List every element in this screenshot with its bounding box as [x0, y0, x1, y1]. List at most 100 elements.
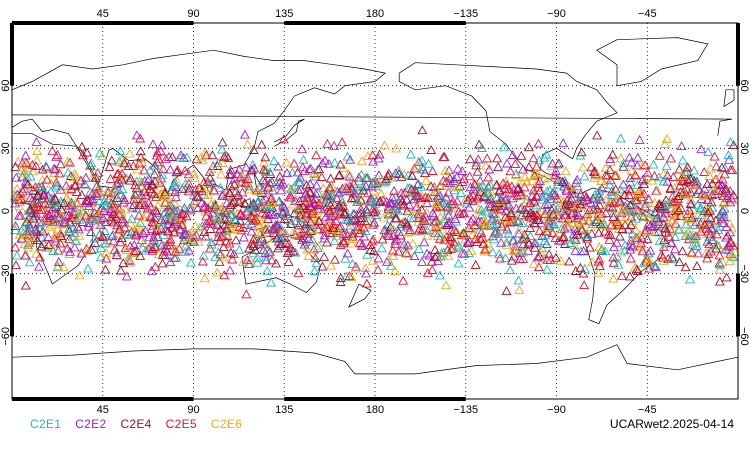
observation-triangle: [317, 158, 328, 168]
observation-triangle: [472, 166, 483, 176]
observation-triangle: [166, 193, 177, 203]
observation-triangle: [89, 215, 100, 225]
observation-triangle: [305, 226, 316, 235]
observation-triangle: [643, 194, 654, 204]
observation-triangle: [540, 191, 551, 201]
observation-triangle: [191, 230, 202, 240]
lon-tick-label-bottom: 45: [97, 404, 109, 416]
observation-triangle: [593, 227, 604, 237]
observation-triangle: [51, 151, 62, 161]
observation-triangle: [474, 139, 485, 149]
observation-triangle: [74, 230, 85, 240]
observation-triangle: [499, 142, 509, 152]
observation-triangle: [271, 258, 281, 268]
observation-triangle: [249, 235, 260, 245]
observation-triangle: [620, 240, 631, 250]
observation-triangle: [491, 211, 502, 221]
observation-triangle: [86, 196, 97, 206]
observation-triangle: [669, 244, 680, 254]
observation-triangle: [348, 178, 359, 188]
observation-triangle: [393, 165, 404, 175]
observation-triangle: [137, 157, 147, 167]
observation-triangle: [85, 227, 96, 236]
observation-triangle: [475, 234, 486, 244]
observation-triangle: [43, 240, 54, 249]
observation-triangle: [398, 188, 409, 198]
observation-triangle: [618, 161, 629, 171]
lon-tick-label-top: 135: [275, 8, 293, 20]
observation-triangle: [631, 264, 642, 274]
observation-triangle: [473, 154, 484, 164]
observation-triangle: [41, 162, 52, 172]
lon-tick-label-bottom: 135: [275, 404, 293, 416]
observation-triangle: [55, 159, 66, 169]
observation-triangle: [611, 237, 622, 247]
observation-triangle: [444, 235, 455, 245]
observation-triangle: [68, 206, 79, 216]
observation-triangle: [212, 267, 223, 277]
observation-triangle: [243, 173, 253, 183]
observation-triangle: [632, 187, 643, 197]
observation-triangle: [608, 273, 619, 283]
observation-triangle: [346, 193, 357, 203]
observation-triangle: [451, 172, 462, 181]
observation-triangle: [96, 242, 107, 252]
observation-triangle: [555, 255, 566, 265]
observation-triangle: [470, 259, 481, 269]
observation-triangle: [71, 236, 82, 246]
observation-triangle: [304, 164, 315, 174]
observation-triangle: [300, 194, 311, 204]
observation-triangle: [36, 232, 47, 242]
observation-triangle: [141, 209, 152, 219]
observation-triangle: [361, 268, 371, 278]
observation-triangle: [471, 193, 482, 203]
observation-triangle: [354, 172, 364, 182]
observation-triangle: [702, 179, 713, 189]
lon-tick-label-top: 90: [187, 8, 199, 20]
observation-triangle: [83, 195, 94, 205]
observation-triangle: [420, 211, 431, 221]
observation-triangle: [484, 164, 495, 174]
observation-triangle: [115, 146, 126, 156]
observation-triangle: [498, 200, 509, 210]
observation-triangle: [207, 150, 218, 160]
observation-triangle: [624, 183, 635, 193]
observation-triangle: [358, 182, 369, 192]
observation-triangle: [531, 190, 542, 200]
observation-triangle: [90, 172, 101, 182]
observation-triangle: [485, 180, 496, 190]
observation-triangle: [491, 179, 502, 189]
observation-triangle: [300, 189, 311, 199]
observation-triangle: [50, 164, 61, 174]
observation-triangle: [79, 178, 90, 188]
observation-triangle: [665, 183, 676, 193]
observation-triangle: [512, 215, 522, 225]
observation-triangle: [471, 160, 482, 170]
observation-triangle: [405, 149, 416, 159]
observation-triangle: [427, 189, 438, 199]
observation-triangle: [344, 271, 355, 281]
observation-triangle: [375, 173, 386, 183]
observation-triangle: [674, 164, 685, 174]
observation-triangle: [157, 220, 168, 230]
observation-triangle: [87, 193, 98, 203]
observation-triangle: [505, 166, 516, 176]
observation-triangle: [10, 225, 21, 235]
observation-triangle: [114, 156, 125, 166]
observation-triangle: [627, 198, 638, 208]
observation-triangle: [359, 222, 369, 232]
observation-triangle: [36, 204, 47, 214]
observation-triangle: [297, 162, 308, 172]
observation-triangle: [36, 182, 47, 191]
observation-triangle: [238, 256, 249, 266]
observation-triangle: [252, 257, 263, 267]
observation-triangle: [225, 164, 236, 174]
observation-triangle: [368, 207, 379, 217]
observation-triangle: [704, 170, 715, 180]
observation-triangle: [419, 237, 430, 247]
observation-triangle: [170, 177, 180, 187]
observation-triangle: [130, 180, 141, 190]
observation-triangle: [437, 250, 448, 260]
observation-triangle: [199, 273, 210, 283]
observation-triangle: [20, 250, 31, 260]
